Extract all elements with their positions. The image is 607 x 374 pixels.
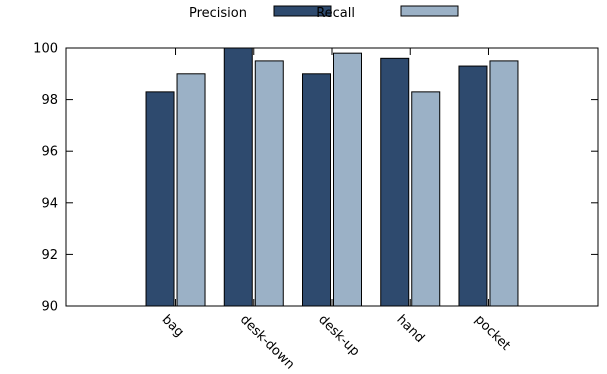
bar-precision-bag: [145, 91, 175, 307]
x-tick-label: pocket: [472, 312, 513, 353]
legend-swatch-1: [400, 5, 459, 17]
bar-recall-bag: [176, 73, 206, 307]
x-tick-label: desk-up: [315, 312, 362, 359]
legend: Precision Recall: [189, 5, 459, 21]
bar-precision-desk-up: [302, 73, 331, 307]
bar-recall-desk-down: [254, 60, 284, 307]
bar-recall-pocket: [489, 60, 519, 307]
y-tick-label: 90: [41, 300, 58, 315]
y-axis: 90 92 94 96 98 100: [33, 42, 598, 315]
y-tick-label: 92: [41, 248, 58, 263]
plot-frame: [65, 47, 599, 307]
bar-recall-hand: [411, 91, 441, 307]
bar-precision-pocket: [458, 65, 488, 307]
bar-recall-desk-up: [333, 52, 362, 307]
bar-precision-desk-down: [223, 47, 253, 307]
y-tick-label: 100: [33, 42, 58, 57]
y-tick-label: 96: [41, 145, 58, 160]
y-tick-label: 98: [41, 93, 58, 108]
legend-swatch-0: [273, 5, 332, 17]
x-tick-label: desk-down: [237, 312, 297, 372]
bars-group: [145, 47, 519, 307]
y-tick-label: 94: [41, 196, 58, 211]
x-tick-label: hand: [393, 312, 427, 346]
bar-precision-hand: [380, 57, 410, 307]
legend-label-0: Precision: [189, 6, 247, 21]
legend-label-1: Recall: [316, 6, 355, 21]
x-tick-label: bag: [159, 312, 187, 340]
